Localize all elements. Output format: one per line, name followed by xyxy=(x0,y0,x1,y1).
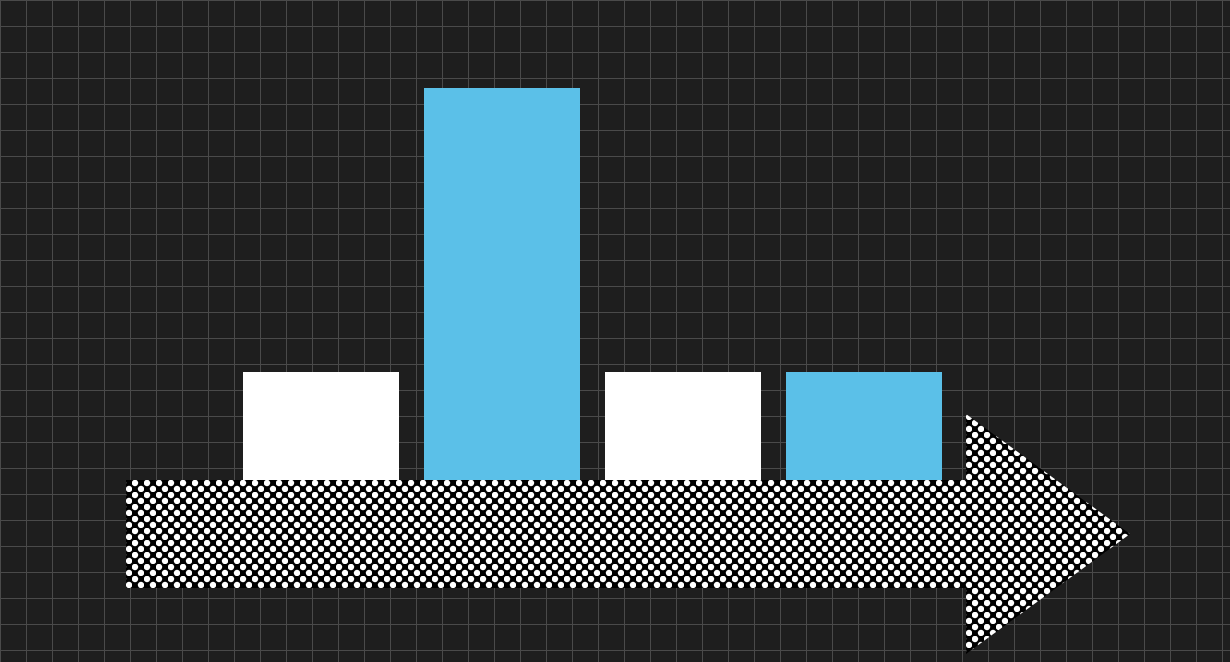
arrow-shape xyxy=(126,414,1130,654)
chart-stage xyxy=(0,0,1230,662)
timeline-arrow xyxy=(0,0,1230,662)
